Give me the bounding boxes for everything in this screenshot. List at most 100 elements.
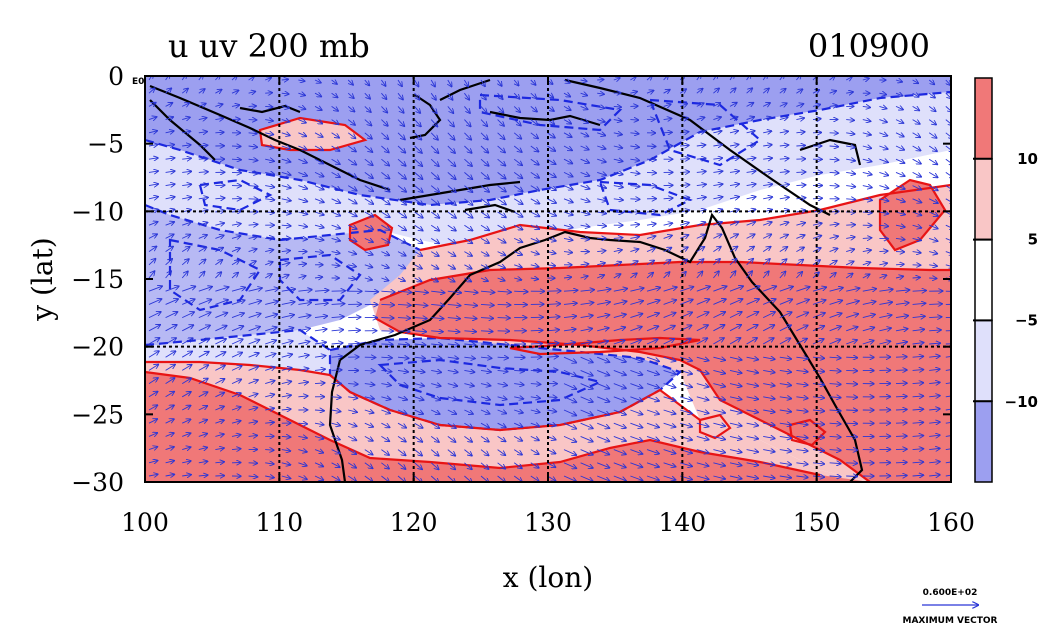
wind-vector (597, 225, 606, 226)
wind-vector (265, 450, 274, 451)
wind-vector (298, 225, 307, 227)
wind-vector (165, 117, 174, 120)
wind-vector (630, 224, 639, 225)
wind-vector (829, 159, 839, 160)
vector-legend: 0.600E+02 MAXIMUM VECTOR (902, 588, 997, 626)
wind-vector (895, 238, 905, 239)
wind-vector (746, 197, 756, 199)
wind-vector (746, 184, 756, 186)
wind-vector (746, 234, 755, 239)
wind-vector (929, 225, 938, 228)
wind-vector (713, 171, 722, 172)
wind-vector (879, 172, 888, 175)
wind-vector (181, 325, 193, 332)
wind-vector (895, 436, 907, 437)
wind-vector (381, 265, 388, 268)
wind-vector (414, 119, 421, 127)
wind-vector (895, 264, 904, 265)
wind-vector (248, 133, 257, 134)
wind-vector (414, 145, 422, 153)
wind-vector (895, 329, 908, 331)
wind-vector (331, 80, 337, 84)
wind-vector (845, 77, 852, 80)
wind-vector (347, 132, 355, 138)
wind-vector (763, 184, 772, 185)
wind-vector (895, 133, 904, 137)
wind-vector (148, 286, 162, 292)
wind-vector (265, 301, 278, 304)
wind-vector (314, 225, 324, 227)
wind-vector (729, 286, 743, 292)
wind-vector (895, 120, 903, 124)
wind-vector (762, 325, 774, 332)
wind-vector (265, 133, 273, 135)
wind-vector (530, 92, 537, 98)
wind-vector (414, 265, 422, 269)
wind-vector (912, 199, 922, 203)
wind-vector (763, 117, 771, 119)
wind-vector (646, 288, 660, 292)
wind-vector (630, 314, 642, 319)
wind-vector (165, 131, 174, 133)
wind-vector (248, 273, 255, 279)
wind-vector (148, 312, 161, 319)
wind-vector (829, 261, 837, 265)
fill-positive-strait (260, 118, 365, 150)
wind-vector (480, 119, 487, 127)
wind-vector (663, 235, 672, 238)
wind-vector (414, 185, 423, 193)
wind-vector (663, 118, 672, 119)
wind-vector (663, 248, 672, 252)
wind-vector (729, 259, 737, 266)
wind-vector (912, 106, 920, 110)
wind-vector (148, 131, 157, 133)
wind-vector (663, 326, 675, 332)
wind-vector (746, 222, 756, 225)
wind-vector (414, 278, 422, 281)
wind-vector (928, 132, 936, 138)
wind-vector (696, 103, 704, 106)
wind-vector (215, 132, 223, 133)
wind-vector (846, 249, 854, 251)
wind-vector (879, 289, 892, 291)
wind-vector (580, 276, 588, 278)
wind-vector (746, 171, 756, 172)
wind-vector (547, 145, 555, 151)
wind-vector (912, 277, 920, 278)
wind-vector (414, 224, 423, 230)
wind-vector (763, 145, 772, 146)
wind-vector (265, 186, 274, 188)
wind-vector (248, 327, 260, 332)
wind-vector (580, 172, 590, 175)
wind-vector (414, 291, 428, 292)
wind-vector (431, 79, 435, 87)
wind-vector (928, 198, 938, 203)
wind-vector (514, 252, 522, 255)
wind-vector (530, 225, 539, 229)
wind-vector (779, 89, 786, 93)
wind-vector (331, 317, 344, 318)
wind-vector (912, 145, 921, 151)
wind-vector (364, 238, 373, 242)
wind-vector (762, 247, 770, 252)
wind-vector (779, 272, 786, 279)
wind-vector (547, 304, 560, 305)
wind-vector (646, 172, 656, 173)
wind-vector (547, 198, 556, 203)
wind-vector (464, 158, 472, 166)
colorbar-segment (974, 158, 993, 241)
wind-vector (613, 250, 622, 252)
wind-vector (430, 185, 439, 193)
wind-vector (381, 238, 389, 242)
wind-vector (215, 198, 224, 199)
wind-vector (414, 92, 420, 100)
wind-vector (148, 325, 160, 332)
wind-vector (397, 318, 410, 319)
wind-vector (530, 278, 538, 279)
wind-vector (895, 159, 904, 163)
wind-vector (447, 318, 460, 319)
wind-vector (895, 106, 903, 109)
wind-vector (895, 409, 907, 410)
wind-vector (663, 104, 671, 106)
wind-vector (298, 276, 305, 278)
